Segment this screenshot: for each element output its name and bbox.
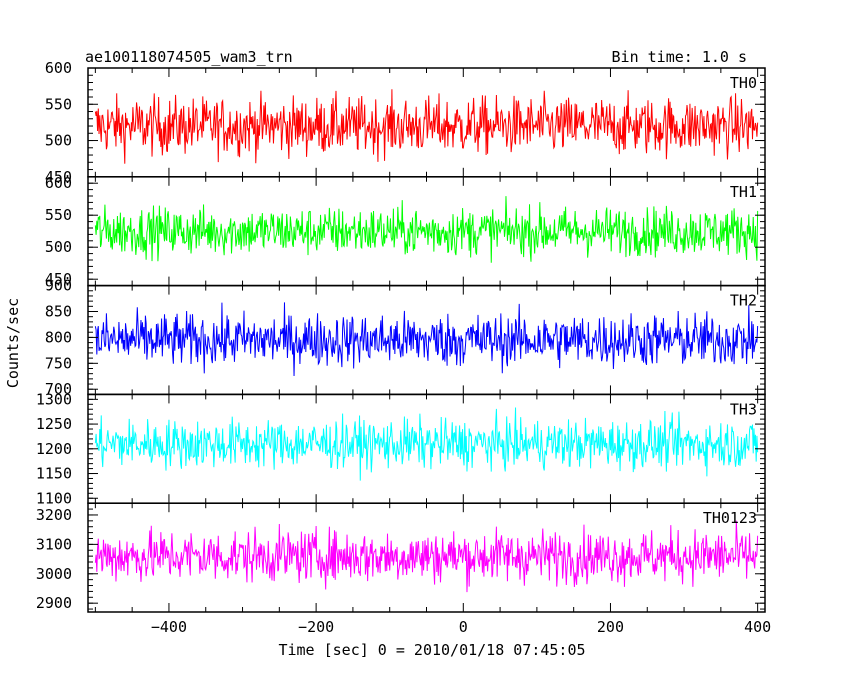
x-axis: −400 −200 0 200 400 bbox=[151, 618, 771, 636]
y-tick-label: 800 bbox=[45, 328, 72, 346]
x-tick-label: −400 bbox=[151, 618, 187, 636]
y-tick-label: 3200 bbox=[36, 506, 72, 524]
y-tick-label: 1150 bbox=[36, 465, 72, 483]
y-tick-label: 450 bbox=[45, 270, 72, 288]
y-tick-label: 550 bbox=[45, 95, 72, 113]
y-tick-label: 900 bbox=[45, 277, 72, 295]
y-tick-label: 1200 bbox=[36, 440, 72, 458]
panel-label-th1: TH1 bbox=[730, 183, 757, 201]
panel-label-th0: TH0 bbox=[730, 74, 757, 92]
panel-th1: 450 500 550 600 TH1 bbox=[45, 174, 766, 288]
series-line-th0123 bbox=[94, 520, 759, 593]
y-tick-label: 600 bbox=[45, 59, 72, 77]
x-axis-label: Time [sec] 0 = 2010/01/18 07:45:05 bbox=[278, 641, 585, 659]
y-tick-label: 850 bbox=[45, 303, 72, 321]
y-tick-label: 3100 bbox=[36, 535, 72, 553]
y-tick-label: 1300 bbox=[36, 390, 72, 408]
x-tick-label: 400 bbox=[744, 618, 771, 636]
y-tick-label: 550 bbox=[45, 206, 72, 224]
x-tick-label: 200 bbox=[597, 618, 624, 636]
panel-th2: 700 750 800 850 900 TH2 bbox=[45, 277, 766, 398]
y-tick-label: 500 bbox=[45, 238, 72, 256]
panel-label-th2: TH2 bbox=[730, 292, 757, 310]
y-tick-label: 450 bbox=[45, 168, 72, 186]
bin-time-label: Bin time: 1.0 s bbox=[612, 48, 747, 66]
y-tick-label: 1100 bbox=[36, 489, 72, 507]
y-tick-label: 600 bbox=[45, 174, 72, 192]
panel-th0123: 2900 3000 3100 3200 TH0123 bbox=[36, 502, 766, 613]
panel-label-th3: TH3 bbox=[730, 400, 757, 418]
y-tick-label: 500 bbox=[45, 132, 72, 150]
panel-th0: 450 500 550 600 TH0 bbox=[45, 59, 766, 186]
series-line-th2 bbox=[94, 302, 759, 376]
panel-label-th0123: TH0123 bbox=[703, 509, 757, 527]
y-tick-label: 1250 bbox=[36, 415, 72, 433]
panels-group: 450 500 550 600 TH0 450 500 550 600 TH1 700 750 800 8… bbox=[36, 59, 766, 613]
y-axis-label: Counts/sec bbox=[4, 298, 22, 388]
panel-th3: 1100 1150 1200 1250 1300 TH3 bbox=[36, 390, 766, 507]
series-line-th0 bbox=[94, 89, 759, 164]
y-tick-label: 3000 bbox=[36, 565, 72, 583]
x-tick-label: 0 bbox=[459, 618, 468, 636]
series-line-th3 bbox=[94, 407, 759, 481]
series-line-th1 bbox=[94, 196, 759, 263]
plot-title: ae100118074505_wam3_trn bbox=[85, 48, 293, 66]
y-tick-label: 2900 bbox=[36, 594, 72, 612]
x-tick-label: −200 bbox=[298, 618, 334, 636]
y-tick-label: 700 bbox=[45, 380, 72, 398]
y-tick-label: 750 bbox=[45, 354, 72, 372]
